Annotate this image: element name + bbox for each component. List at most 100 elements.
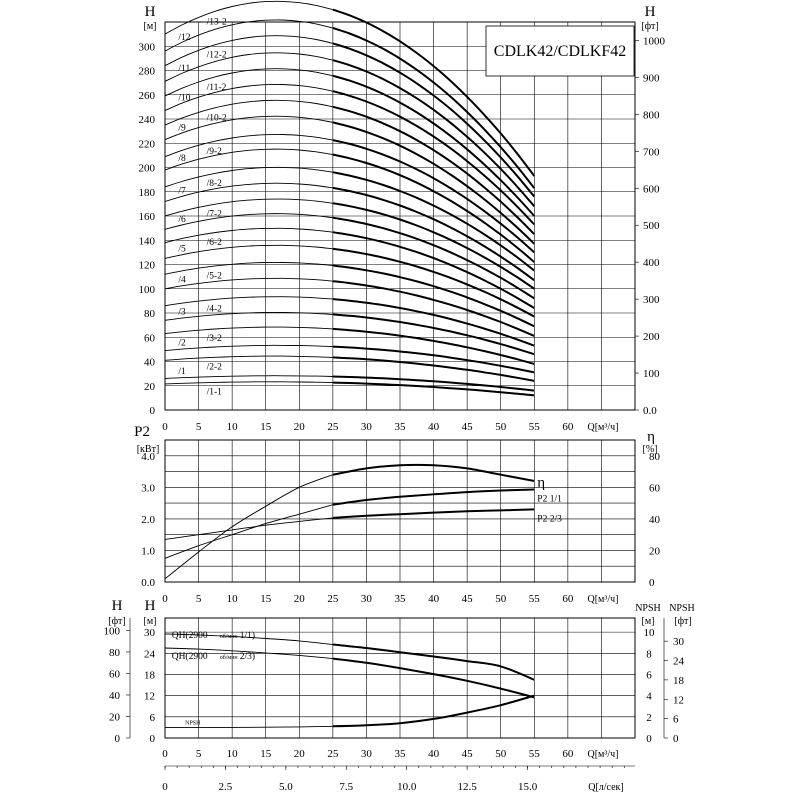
qh-curve-label: QH(2900 [172, 651, 208, 662]
head-curve-3-bold [332, 313, 535, 356]
head-curve-5-2 [164, 261, 333, 275]
npsh-m-tick-label: 6 [646, 669, 652, 681]
head-curve-7-2-bold [332, 202, 535, 290]
efficiency-curve-label: η [537, 475, 545, 491]
eff-y-axis-label: η [647, 429, 655, 445]
head-curve-label: /8 [178, 154, 186, 164]
head-curve-3-2 [164, 326, 333, 335]
head-curve-label: /4-2 [207, 305, 223, 315]
npsh-head-axis-unit: [м] [144, 616, 157, 627]
head-x-tick-label: 55 [529, 421, 541, 433]
head-curve-8-2-bold [332, 171, 535, 272]
power-y-tick-label: 0.0 [141, 577, 155, 589]
head-y-tick-label: 120 [139, 260, 156, 272]
head-curve-2 [164, 344, 333, 352]
head-curve-8-bold [332, 153, 535, 263]
npsh-ft-axis-unit: [фт] [674, 616, 692, 627]
power-curve-2-3-bold [332, 508, 535, 519]
head-x-tick-label: 10 [227, 421, 239, 433]
npsh-x-tick-label: 60 [562, 748, 574, 760]
head-x-tick-label: 40 [428, 421, 440, 433]
head-curve-9-2 [164, 134, 333, 158]
flow-ls-tick-label: 5.0 [279, 781, 293, 793]
flow-ls-tick-label: 0 [162, 781, 168, 793]
chart-title-box [485, 25, 635, 77]
head-curve-10-2-bold [332, 105, 536, 235]
head-y-tick-label: 60 [144, 332, 156, 344]
eff-y-axis-unit: [%] [643, 444, 658, 455]
head-x-tick-label: 25 [327, 421, 339, 433]
head-curve-8-2 [164, 166, 333, 188]
head-curve-label: /12-2 [207, 51, 227, 61]
qh-curve-1-1-bold [332, 643, 535, 681]
npsh-x-tick-label: 0 [162, 748, 168, 760]
power-curve-2-3 [164, 517, 333, 540]
npsh-ft-tick-label: 30 [673, 636, 685, 648]
qh-curve-label-sub: об/мин [220, 633, 239, 640]
head-curve-7-bold [332, 186, 535, 282]
npsh-x-tick-label: 55 [529, 748, 541, 760]
efficiency-curve [164, 474, 334, 580]
power-x-tick-label: 15 [260, 593, 272, 605]
head-curve-12-2-bold [332, 42, 536, 198]
npsh-curve-bold [332, 694, 535, 728]
head-curve-12 [164, 19, 334, 52]
head-y-tick-label: 100 [139, 284, 156, 296]
eff-y-tick-label: 40 [649, 514, 661, 526]
qh-curve-label-tail: 2/3) [240, 651, 255, 662]
power-x-tick-label: 10 [227, 593, 239, 605]
head-curve-label: /7-2 [207, 210, 223, 220]
head-x-tick-label: 5 [196, 421, 202, 433]
head-curve-10-bold [332, 90, 536, 226]
flow-ls-tick-label: 15.0 [518, 781, 538, 793]
head-curve-13-2 [164, 0, 334, 35]
npsh-x-tick-label: 15 [260, 748, 272, 760]
npsh-head-ft-axis-label: H [112, 598, 123, 614]
head-y-tick-label: 220 [139, 138, 156, 150]
npsh-x-tick-label: 5 [196, 748, 202, 760]
qh-curve-2-3 [164, 647, 333, 660]
head-right-tick-label: 900 [643, 72, 660, 84]
head-curve-label: /9 [178, 123, 186, 133]
head-curve-9 [164, 115, 333, 141]
head-right-tick-label: 700 [643, 146, 660, 158]
head-x-tick-label: 35 [395, 421, 407, 433]
head-curve-label: /9-2 [207, 147, 223, 157]
head-curve-5-2-bold [332, 264, 535, 328]
head-right-tick-label: 0.0 [643, 405, 657, 417]
power-y-axis-label: P2 [134, 424, 150, 440]
head-x-axis-label: Q[м³/ч] [587, 422, 618, 433]
npsh-ft-tick-label: 0 [673, 733, 679, 745]
power-x-tick-label: 60 [562, 593, 574, 605]
npsh-curve [165, 725, 333, 728]
power-y-axis-unit: [кВт] [137, 444, 160, 455]
power-x-tick-label: 25 [327, 593, 339, 605]
power-y-tick-label: 2.0 [141, 514, 155, 526]
head-curve-2-2-bold [332, 356, 535, 382]
npsh-x-tick-label: 50 [495, 748, 507, 760]
npsh-x-tick-label: 25 [327, 748, 339, 760]
head-curve-3 [164, 311, 333, 321]
head-x-tick-label: 20 [294, 421, 306, 433]
head-curve-13-2-bold [332, 8, 536, 177]
npsh-head-ft-tick-label: 40 [109, 690, 121, 702]
head-curve-label: /5-2 [207, 271, 223, 281]
head-curve-1-1-bold [332, 381, 535, 397]
npsh-x-tick-label: 45 [462, 748, 474, 760]
npsh-x-tick-label: 30 [361, 748, 373, 760]
head-curve-10-2 [164, 99, 333, 126]
head-curve-label: /5 [178, 244, 186, 254]
head-right-axis-label: H [645, 4, 656, 20]
power-x-tick-label: 45 [462, 593, 474, 605]
power-x-tick-label: 30 [361, 593, 373, 605]
head-curve-label: /7 [178, 186, 186, 196]
head-x-tick-label: 45 [462, 421, 474, 433]
npsh-ft-tick-label: 12 [673, 694, 684, 706]
head-y-tick-label: 140 [139, 235, 156, 247]
head-y-axis-label: H [145, 4, 156, 20]
power-x-axis-label: Q[м³/ч] [587, 594, 618, 605]
npsh-head-axis-label: H [145, 598, 156, 614]
npsh-ft-tick-label: 18 [673, 675, 685, 687]
npsh-ft-axis-label: NPSH [669, 603, 695, 614]
head-curve-label: /2-2 [207, 362, 223, 372]
